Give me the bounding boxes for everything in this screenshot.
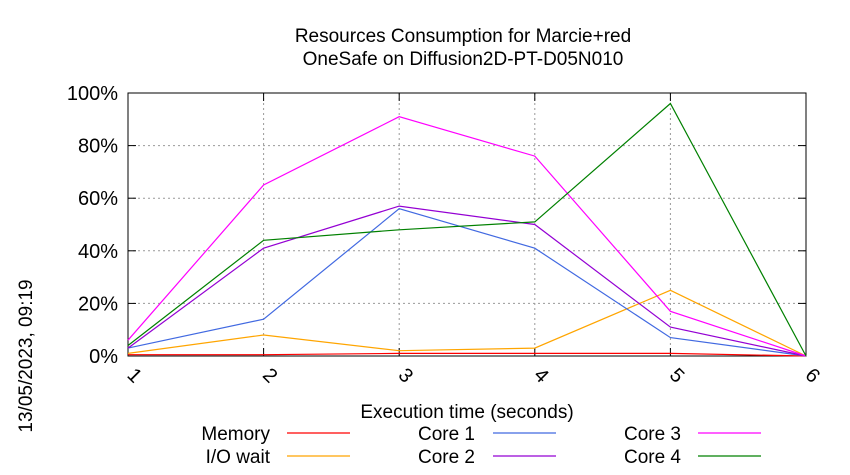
- series-line-memory: [128, 352, 807, 357]
- legend-label-core-1: Core 1: [418, 424, 475, 445]
- chart-title: Resources Consumption for Marcie+red: [295, 26, 631, 47]
- y-tick-label: 20%: [78, 293, 118, 315]
- y-tick-label: 40%: [78, 241, 118, 263]
- chart-subtitle: OneSafe on Diffusion2D-PT-D05N010: [303, 49, 624, 70]
- legend-label-memory: Memory: [201, 424, 270, 445]
- y-tick-label: 80%: [78, 136, 118, 158]
- series-line-core-4: [127, 102, 807, 357]
- y-tick-label: 60%: [78, 188, 118, 210]
- x-tick-label: 3: [394, 364, 417, 387]
- legend-label-core-2: Core 2: [418, 447, 475, 468]
- series-line-core-3: [127, 116, 807, 357]
- legend-label-core-4: Core 4: [624, 447, 681, 468]
- legend-label-i-o-wait: I/O wait: [206, 447, 271, 468]
- series-lines: [127, 102, 807, 357]
- timestamp-label: 13/05/2023, 09:19: [16, 279, 37, 432]
- x-tick-label: 6: [801, 364, 824, 387]
- x-axis-label: Execution time (seconds): [360, 402, 573, 423]
- y-tick-label: 0%: [89, 346, 118, 368]
- plot-frame: [127, 92, 807, 357]
- series-line-core-1: [127, 208, 807, 357]
- x-tick-label: 5: [665, 364, 688, 387]
- x-tick-label: 2: [258, 364, 281, 387]
- legend-label-core-3: Core 3: [624, 424, 681, 445]
- x-axis-ticks: 1 2 3 4 5 6: [123, 93, 824, 387]
- x-tick-label: 1: [123, 364, 146, 387]
- y-tick-label: 100%: [67, 83, 118, 105]
- series-line-core-2: [127, 205, 807, 357]
- y-axis-ticks: 0% 20% 40% 60% 80% 100%: [67, 83, 806, 368]
- series-line-i-o-wait: [127, 289, 807, 357]
- x-tick-label: 4: [529, 364, 552, 387]
